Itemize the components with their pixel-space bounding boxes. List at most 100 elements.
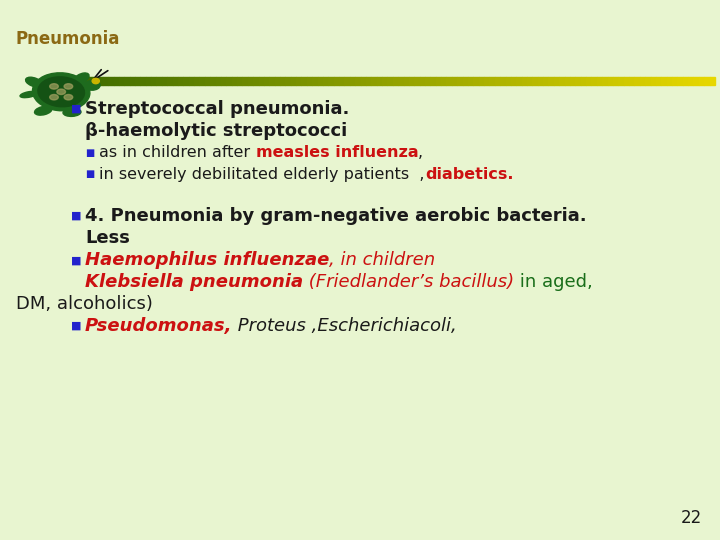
Bar (377, 77, 382, 85)
Bar (393, 77, 398, 85)
Bar (178, 77, 184, 85)
Bar (140, 77, 145, 85)
Bar (693, 77, 699, 85)
Bar (613, 77, 618, 85)
Bar (436, 77, 441, 85)
Text: Pseudomonas,: Pseudomonas, (85, 316, 233, 335)
Bar (145, 77, 151, 85)
Bar (232, 77, 237, 85)
Bar (312, 77, 318, 85)
Bar (173, 77, 178, 85)
Ellipse shape (57, 89, 66, 94)
Bar (538, 77, 543, 85)
Bar (446, 77, 452, 85)
Bar (420, 77, 425, 85)
Bar (608, 77, 613, 85)
Bar (564, 77, 570, 85)
Text: , in children: , in children (329, 251, 436, 269)
Text: in severely debilitated elderly patients  ,: in severely debilitated elderly patients… (99, 167, 425, 182)
Bar (640, 77, 645, 85)
Ellipse shape (32, 73, 90, 111)
Bar (473, 77, 479, 85)
Bar (425, 77, 431, 85)
Bar (634, 77, 640, 85)
Bar (683, 77, 688, 85)
Bar (71, 77, 76, 85)
Bar (543, 77, 549, 85)
Text: ■: ■ (85, 148, 94, 158)
Bar (441, 77, 446, 85)
Text: Streptococcal pneumonia.: Streptococcal pneumonia. (85, 100, 349, 118)
Ellipse shape (64, 94, 73, 100)
Bar (462, 77, 468, 85)
Bar (414, 77, 420, 85)
Bar (549, 77, 554, 85)
Bar (333, 77, 339, 85)
Bar (699, 77, 704, 85)
Bar (570, 77, 575, 85)
Ellipse shape (84, 80, 100, 90)
Bar (688, 77, 693, 85)
Bar (199, 77, 204, 85)
Text: 22: 22 (680, 509, 702, 528)
Bar (307, 77, 312, 85)
Ellipse shape (63, 108, 81, 117)
Circle shape (92, 78, 99, 84)
Text: DM, alcoholics): DM, alcoholics) (16, 295, 153, 313)
Bar (527, 77, 532, 85)
Bar (114, 77, 119, 85)
Ellipse shape (50, 84, 58, 89)
Bar (355, 77, 361, 85)
Bar (248, 77, 253, 85)
Bar (521, 77, 527, 85)
Bar (167, 77, 173, 85)
Bar (602, 77, 608, 85)
Bar (387, 77, 393, 85)
Bar (344, 77, 350, 85)
Bar (285, 77, 291, 85)
Bar (215, 77, 221, 85)
Text: (Friedlander’s bacillus): (Friedlander’s bacillus) (303, 273, 514, 292)
Bar (431, 77, 436, 85)
Bar (366, 77, 372, 85)
Bar (125, 77, 130, 85)
Bar (119, 77, 125, 85)
Text: 4. Pneumonia by gram-negative aerobic bacteria.: 4. Pneumonia by gram-negative aerobic ba… (85, 207, 587, 225)
Bar (135, 77, 140, 85)
Text: Pneumonia: Pneumonia (16, 30, 120, 48)
Text: ,: , (418, 145, 423, 160)
Bar (204, 77, 210, 85)
Bar (629, 77, 634, 85)
Bar (151, 77, 156, 85)
Text: Proteus ,Escherichiacoli,: Proteus ,Escherichiacoli, (233, 316, 457, 335)
Bar (350, 77, 355, 85)
Bar (505, 77, 511, 85)
Bar (296, 77, 302, 85)
Bar (221, 77, 226, 85)
Text: as in children after: as in children after (99, 145, 256, 160)
Text: ■: ■ (71, 255, 81, 265)
Bar (581, 77, 586, 85)
Bar (651, 77, 656, 85)
Bar (274, 77, 280, 85)
Bar (194, 77, 199, 85)
Bar (328, 77, 333, 85)
Bar (339, 77, 344, 85)
Bar (490, 77, 495, 85)
Bar (645, 77, 651, 85)
Bar (318, 77, 323, 85)
Bar (210, 77, 215, 85)
Bar (81, 77, 86, 85)
Bar (130, 77, 135, 85)
Bar (97, 77, 103, 85)
Text: in aged,: in aged, (514, 273, 593, 292)
Bar (156, 77, 162, 85)
Bar (484, 77, 490, 85)
Bar (409, 77, 414, 85)
Bar (237, 77, 243, 85)
Bar (586, 77, 591, 85)
Bar (457, 77, 462, 85)
Ellipse shape (35, 106, 52, 115)
Bar (672, 77, 678, 85)
Bar (495, 77, 500, 85)
